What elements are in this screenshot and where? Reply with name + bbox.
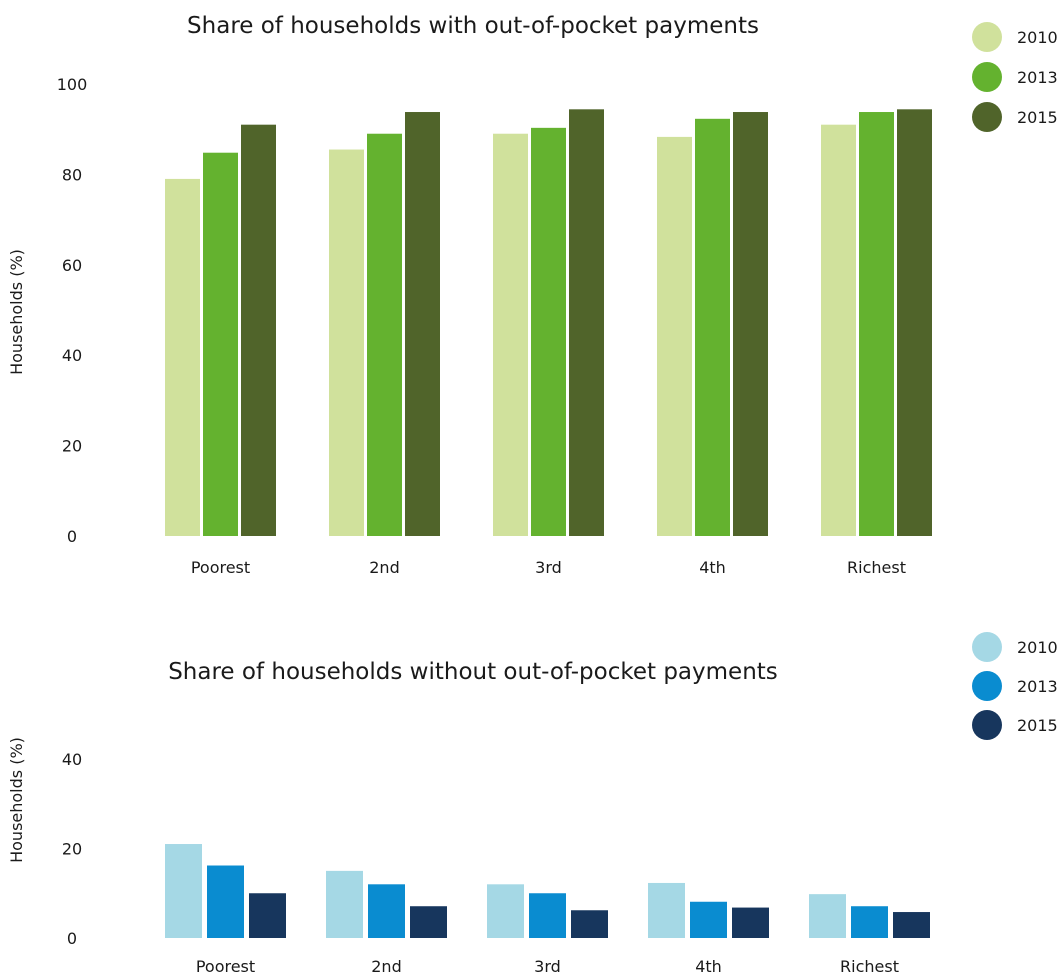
bars <box>165 844 930 938</box>
y-axis-label: Households (%) <box>7 249 26 375</box>
bars <box>165 109 932 537</box>
legend-label: 2013 <box>1017 677 1058 696</box>
bar-2015-2nd <box>405 112 440 537</box>
bar-2015-poorest <box>241 124 276 537</box>
legend-label: 2010 <box>1017 638 1058 657</box>
y-axis-label: Households (%) <box>7 737 26 863</box>
bar-2015-3rd <box>569 109 604 536</box>
bar-2013-poorest <box>203 152 238 537</box>
bar-2015-2nd <box>410 906 447 938</box>
bar-2010-richest <box>809 894 846 938</box>
bar-2015-richest <box>897 109 932 536</box>
bar-2015-3rd <box>571 910 608 938</box>
y-tick-label: 80 <box>62 165 82 184</box>
legend-swatch-2015 <box>972 710 1002 740</box>
chart-with-oop: Share of households with out-of-pocket p… <box>7 13 1058 577</box>
bar-2010-2nd <box>326 870 363 938</box>
category-labels: Poorest 2nd 3rd 4th Richest <box>191 558 906 577</box>
bar-2010-richest <box>821 124 856 537</box>
legend-label: 2010 <box>1017 28 1058 47</box>
legend-label: 2013 <box>1017 68 1058 87</box>
legend-swatch-2013 <box>972 62 1002 92</box>
y-tick-label: 40 <box>62 750 82 769</box>
y-tick-label: 40 <box>62 346 82 365</box>
bar-2010-poorest <box>165 844 202 938</box>
legend-label: 2015 <box>1017 108 1058 127</box>
x-tick-label: Richest <box>840 957 899 975</box>
legend-label: 2015 <box>1017 716 1058 735</box>
bar-2015-richest <box>893 912 930 938</box>
x-tick-label: Richest <box>847 558 906 577</box>
bar-2013-4th <box>690 901 727 938</box>
bar-2010-3rd <box>493 133 528 536</box>
y-ticks: 0 20 40 <box>62 750 82 948</box>
chart-title: Share of households with out-of-pocket p… <box>187 13 759 39</box>
x-tick-label: 4th <box>699 558 726 577</box>
bar-2015-4th <box>732 907 769 938</box>
legend: 2010 2013 2015 <box>972 22 1058 132</box>
legend-swatch-2010 <box>972 632 1002 662</box>
bar-2013-richest <box>859 112 894 537</box>
bar-2013-4th <box>695 118 730 536</box>
y-tick-label: 0 <box>67 527 77 546</box>
bar-2013-poorest <box>207 865 244 938</box>
x-tick-label: 3rd <box>534 957 561 975</box>
x-tick-label: 3rd <box>535 558 562 577</box>
y-tick-label: 20 <box>62 437 82 456</box>
bar-2013-richest <box>851 906 888 938</box>
legend: 2010 2013 2015 <box>972 632 1058 740</box>
bar-2010-3rd <box>487 884 524 938</box>
category-labels: Poorest 2nd 3rd 4th Richest <box>196 957 899 976</box>
bar-2010-2nd <box>329 149 364 537</box>
x-tick-label: Poorest <box>196 957 255 975</box>
y-tick-label: 100 <box>57 75 88 94</box>
bar-2013-2nd <box>368 884 405 938</box>
bar-2010-4th <box>648 882 685 938</box>
x-tick-label: 4th <box>695 957 722 975</box>
bar-2015-poorest <box>249 893 286 938</box>
bar-2013-3rd <box>529 893 566 938</box>
bar-2013-3rd <box>531 127 566 537</box>
legend-swatch-2010 <box>972 22 1002 52</box>
y-tick-label: 0 <box>67 929 77 948</box>
legend-swatch-2013 <box>972 671 1002 701</box>
legend-swatch-2015 <box>972 102 1002 132</box>
y-tick-label: 60 <box>62 256 82 275</box>
x-tick-label: Poorest <box>191 558 250 577</box>
bar-2015-4th <box>733 112 768 537</box>
x-tick-label: 2nd <box>371 957 401 975</box>
bar-2010-poorest <box>165 178 200 537</box>
x-tick-label: 2nd <box>369 558 399 577</box>
bar-2010-4th <box>657 136 692 536</box>
chart-title: Share of households without out-of-pocke… <box>168 659 778 685</box>
chart-without-oop: Share of households without out-of-pocke… <box>7 632 1058 976</box>
bar-2013-2nd <box>367 133 402 536</box>
y-ticks: 0 20 40 60 80 100 <box>57 75 88 546</box>
y-tick-label: 20 <box>62 840 82 859</box>
